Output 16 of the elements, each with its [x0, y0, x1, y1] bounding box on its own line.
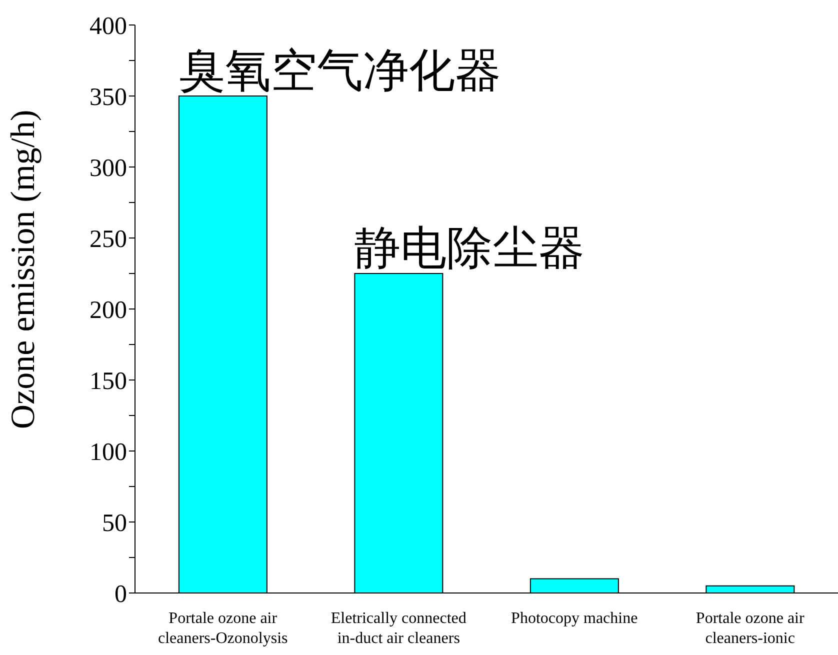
y-tick-label: 100 [90, 438, 127, 466]
y-tick-label: 250 [90, 226, 127, 253]
y-tick-label: 200 [90, 296, 127, 324]
y-tick-label: 150 [90, 368, 127, 395]
y-tick-label: 50 [102, 510, 127, 537]
y-tick-label: 350 [90, 84, 127, 111]
y-tick-label: 0 [114, 580, 127, 608]
x-tick-label: Photocopy machine [511, 610, 638, 627]
y-axis-title: Ozone emission (mg/h) [5, 110, 42, 429]
y-tick-label: 400 [90, 12, 127, 40]
x-tick-label: Eletrically connected in-duct air cleaners [330, 610, 466, 647]
annotation: 臭氧空气净化器 [178, 43, 501, 97]
x-tick-label: Portale ozone air cleaners-Ozonolysis [158, 610, 288, 647]
y-tick-label: 300 [90, 154, 127, 182]
annotation: 静电除尘器 [354, 220, 585, 274]
x-tick-label: Portale ozone air cleaners-ionic [696, 610, 805, 647]
